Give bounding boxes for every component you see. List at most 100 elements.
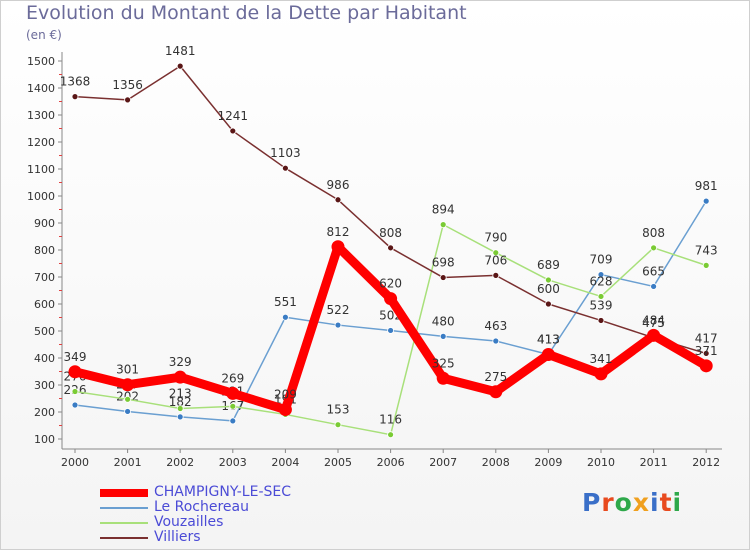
logo-letter: i [650, 488, 660, 517]
y-tick-label: 1300 [27, 109, 55, 122]
data-point [384, 292, 398, 306]
data-point [702, 261, 710, 269]
logo-letter: x [632, 488, 650, 517]
data-label: 689 [537, 258, 560, 272]
line-chart: 100 200 300 400 500 600 700 800 900 1000 1100 1200 1… [27, 44, 722, 469]
data-point [545, 276, 552, 284]
legend-label: CHAMPIGNY-LE-SEC [154, 484, 291, 500]
y-tick-label: 400 [34, 352, 55, 365]
x-tick-label: 2012 [692, 456, 720, 469]
data-label: 1103 [270, 146, 301, 160]
legend-swatch [100, 507, 148, 509]
data-point [439, 274, 447, 281]
logo-letter: r [601, 488, 615, 517]
data-label: 341 [590, 352, 613, 366]
data-label: 981 [695, 179, 718, 193]
data-label: 269 [221, 371, 244, 385]
legend-label: Le Rochereau [154, 499, 249, 515]
logo-letter: t [659, 488, 673, 517]
data-label: 1241 [218, 109, 249, 123]
data-label: 628 [590, 274, 613, 288]
data-point [331, 240, 345, 254]
proxiti-logo: Proxiti [582, 488, 682, 517]
data-label: 484 [642, 313, 665, 327]
y-tick-label: 1200 [27, 136, 55, 149]
chart-title: Evolution du Montant de la Dette par Hab… [26, 2, 467, 24]
y-tick-label: 700 [34, 271, 55, 284]
data-point [281, 313, 289, 321]
y-tick-label: 600 [34, 298, 55, 311]
data-point [71, 401, 79, 409]
y-tick-label: 900 [34, 217, 55, 230]
x-tick-label: 2004 [271, 456, 299, 469]
data-point [173, 370, 187, 384]
y-tick-label: 500 [34, 325, 55, 338]
data-point [334, 321, 342, 329]
data-point [492, 271, 500, 279]
data-label: 209 [274, 388, 297, 402]
data-label: 665 [642, 264, 665, 278]
legend-swatch [100, 522, 148, 524]
data-point [702, 350, 710, 357]
data-point [597, 293, 605, 300]
data-point [541, 347, 555, 361]
x-tick-label: 2000 [61, 456, 89, 469]
data-label: 275 [484, 370, 507, 384]
data-point [176, 413, 184, 421]
data-point [387, 431, 395, 439]
data-point [594, 367, 608, 381]
data-label: 790 [484, 231, 507, 245]
data-label: 986 [327, 178, 350, 192]
data-point [334, 421, 342, 429]
data-label: 808 [642, 226, 665, 240]
data-point [492, 337, 500, 345]
data-point [702, 197, 710, 205]
x-tick-label: 2009 [534, 456, 562, 469]
x-tick-label: 2008 [482, 456, 510, 469]
data-label: 1481 [165, 44, 196, 58]
data-label: 301 [116, 363, 139, 377]
x-tick-label: 2007 [429, 456, 457, 469]
data-label: 1356 [112, 78, 143, 92]
x-tick-label: 2011 [640, 456, 668, 469]
data-label: 116 [379, 413, 402, 427]
legend-swatch [100, 489, 148, 497]
data-label: 413 [537, 332, 560, 346]
data-label: 522 [327, 303, 350, 317]
data-label: 213 [169, 386, 192, 400]
logo-letter: o [614, 488, 633, 517]
data-label: 743 [695, 243, 718, 257]
data-point [650, 283, 657, 290]
data-point [176, 405, 184, 412]
data-point [71, 388, 79, 395]
data-point [71, 93, 79, 101]
x-tick-label: 2003 [219, 456, 247, 469]
data-label: 371 [695, 344, 718, 358]
x-tick-label: 2005 [324, 456, 352, 469]
data-point [387, 244, 395, 252]
data-point [650, 244, 657, 252]
data-label: 539 [590, 298, 613, 312]
data-label: 894 [432, 203, 455, 217]
data-label: 413 [537, 332, 560, 346]
y-tick-label: 1500 [27, 55, 55, 68]
data-point [597, 271, 605, 278]
data-label: 600 [537, 282, 560, 296]
data-label: 620 [379, 277, 402, 291]
y-tick-label: 200 [34, 406, 55, 419]
x-tick-label: 2002 [166, 456, 194, 469]
data-point [229, 417, 237, 425]
data-label: 153 [327, 403, 350, 417]
data-label: 1368 [60, 75, 91, 89]
logo-letter: i [672, 488, 683, 517]
data-label: 417 [695, 331, 718, 345]
data-label: 808 [379, 226, 402, 240]
data-label: 551 [274, 295, 297, 309]
series-champigny-le-sec: 349 301 329 269 209 812 620 325 275 413 341 484 371 [64, 225, 718, 417]
y-tick-label: 300 [34, 379, 55, 392]
data-point [124, 395, 131, 403]
data-label: 463 [484, 319, 507, 333]
x-tick-label: 2010 [587, 456, 615, 469]
data-point [121, 378, 135, 392]
data-label: 182 [169, 395, 192, 409]
